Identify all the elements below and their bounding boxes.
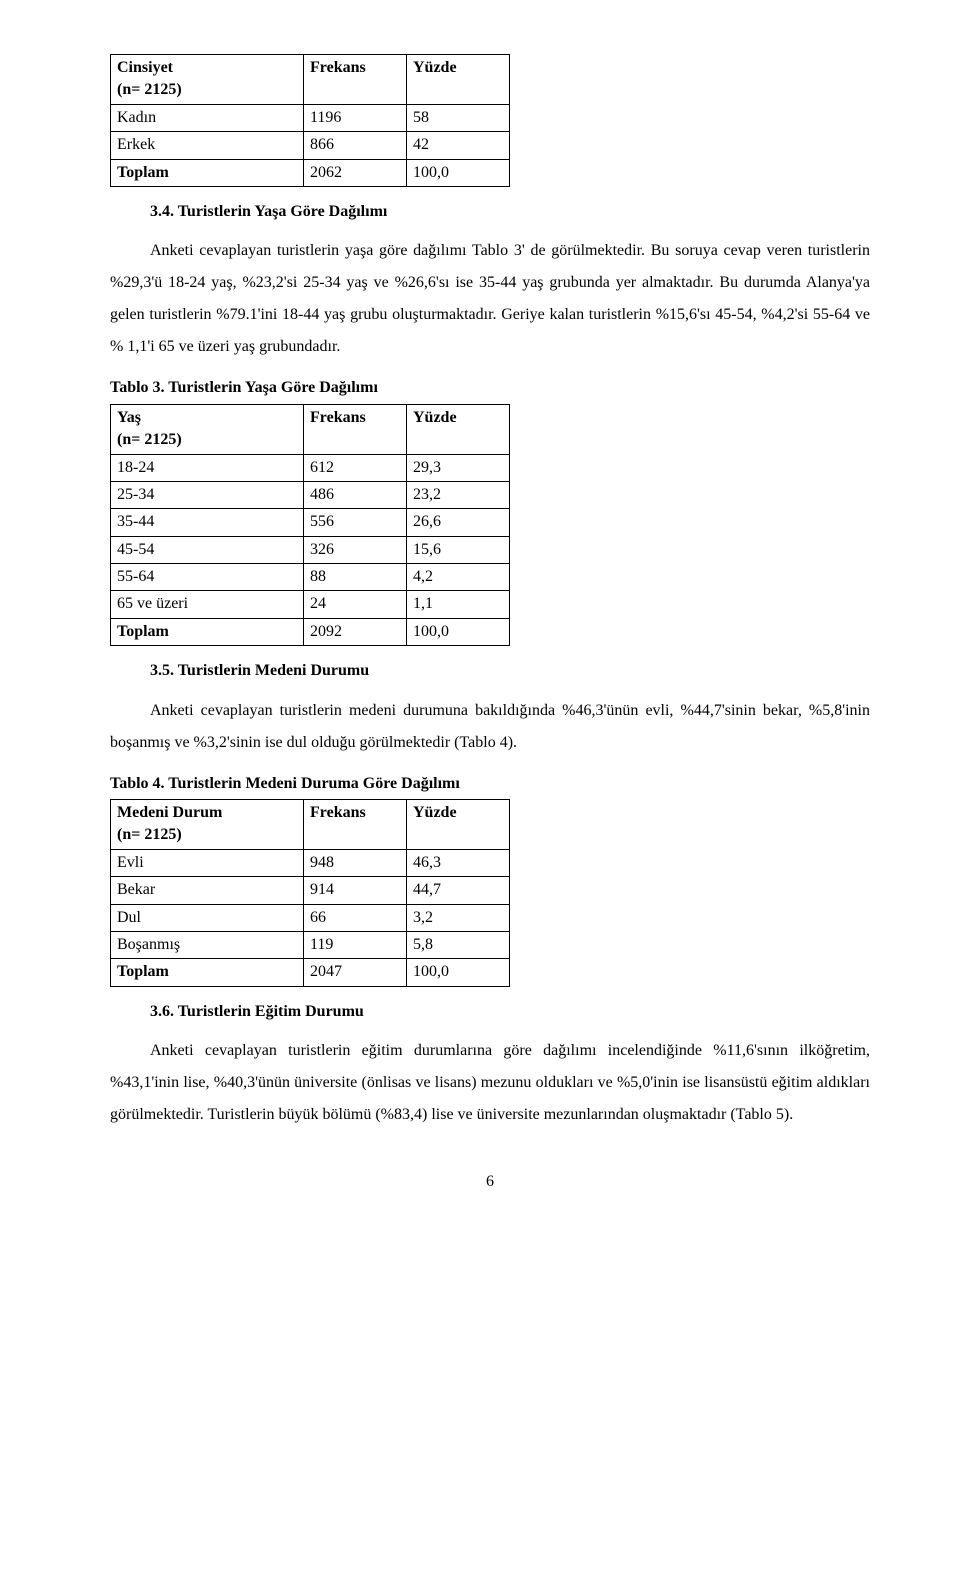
table-row: 45-5432615,6 [111, 536, 510, 563]
paragraph: Anketi cevaplayan turistlerin medeni dur… [110, 695, 870, 759]
table-row: Erkek 866 42 [111, 132, 510, 159]
table-header: Yüzde [407, 800, 510, 850]
table-row: Bekar91444,7 [111, 877, 510, 904]
table-header: Yaş (n= 2125) [111, 404, 304, 454]
table-row: Toplam2047100,0 [111, 959, 510, 986]
table-header: Frekans [304, 55, 407, 105]
table-cinsiyet: Cinsiyet (n= 2125) Frekans Yüzde Kadın 1… [110, 54, 510, 187]
table-row: 65 ve üzeri241,1 [111, 591, 510, 618]
table-row: 35-4455626,6 [111, 509, 510, 536]
table-row: Toplam 2062 100,0 [111, 159, 510, 186]
table-header: Frekans [304, 404, 407, 454]
table-row: 18-2461229,3 [111, 454, 510, 481]
table-row: Evli94846,3 [111, 849, 510, 876]
table-header: Yüzde [407, 404, 510, 454]
table-yas: Yaş (n= 2125) Frekans Yüzde 18-2461229,3… [110, 404, 510, 647]
table4-title: Tablo 4. Turistlerin Medeni Duruma Göre … [110, 773, 870, 795]
table3-title: Tablo 3. Turistlerin Yaşa Göre Dağılımı [110, 377, 870, 399]
table-row: Toplam2092100,0 [111, 618, 510, 645]
table-row: Dul663,2 [111, 904, 510, 931]
table-medeni: Medeni Durum (n= 2125) Frekans Yüzde Evl… [110, 799, 510, 987]
table-row: 25-3448623,2 [111, 481, 510, 508]
table-header: Medeni Durum (n= 2125) [111, 800, 304, 850]
table-row: 55-64884,2 [111, 564, 510, 591]
heading-3-5: 3.5. Turistlerin Medeni Durumu [150, 660, 870, 682]
table-header: Frekans [304, 800, 407, 850]
heading-3-4: 3.4. Turistlerin Yaşa Göre Dağılımı [150, 201, 870, 223]
table-row: Boşanmış1195,8 [111, 931, 510, 958]
page-number: 6 [110, 1171, 870, 1193]
paragraph: Anketi cevaplayan turistlerin yaşa göre … [110, 235, 870, 363]
table-row: Kadın 1196 58 [111, 104, 510, 131]
table-header: Cinsiyet (n= 2125) [111, 55, 304, 105]
paragraph: Anketi cevaplayan turistlerin eğitim dur… [110, 1035, 870, 1131]
heading-3-6: 3.6. Turistlerin Eğitim Durumu [150, 1001, 870, 1023]
table-header: Yüzde [407, 55, 510, 105]
